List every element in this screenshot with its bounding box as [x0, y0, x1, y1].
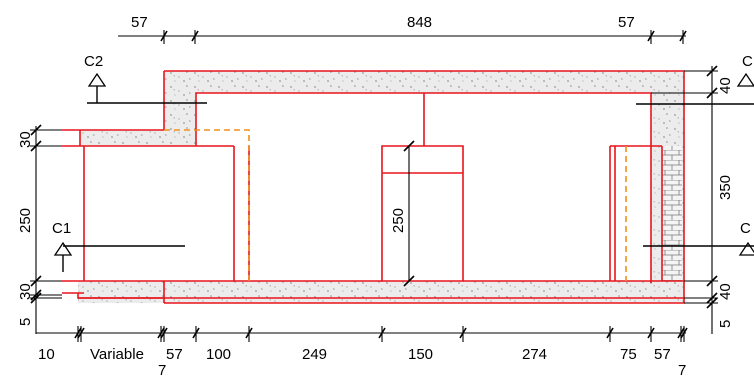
right-dimension-chain: 40 350 40 5 [651, 65, 734, 334]
dim-bottom-150: 150 [408, 346, 433, 363]
brick-infill [662, 146, 682, 281]
dim-right-350: 350 [717, 175, 734, 200]
dim-left-250: 250 [17, 208, 34, 233]
dim-bottom-57-right: 57 [654, 346, 671, 363]
section-marker-c1: C1 [52, 220, 185, 272]
dim-bottom-variable: Variable [90, 346, 144, 363]
top-dimension-chain: 57 848 57 [118, 14, 687, 44]
svg-text:C2: C2 [84, 53, 103, 70]
svg-text:C1: C1 [52, 220, 71, 237]
dim-bottom-249: 249 [302, 346, 327, 363]
dim-bottom-57-left: 57 [166, 346, 183, 363]
dim-top-57-right: 57 [618, 14, 635, 31]
dim-bottom-7-right: 7 [678, 362, 686, 376]
section-outlines [62, 70, 685, 304]
dim-right-5: 5 [717, 320, 734, 328]
dim-bottom-100: 100 [206, 346, 231, 363]
dim-bottom-75: 75 [620, 346, 637, 363]
dim-bottom-274: 274 [522, 346, 547, 363]
section-marker-c-top-right: C [636, 53, 754, 105]
concrete-walls [78, 71, 684, 303]
dim-bottom-7-left: 7 [158, 362, 166, 376]
svg-text:C: C [740, 220, 751, 237]
dim-bottom-10: 10 [38, 346, 55, 363]
dim-left-30-top: 30 [17, 131, 34, 148]
center-dimension: 250 [390, 140, 415, 287]
svg-text:C: C [742, 53, 753, 70]
dim-left-5: 5 [17, 318, 34, 326]
left-dimension-chain: 30 250 30 5 [17, 124, 62, 334]
dim-top-848: 848 [407, 14, 432, 31]
hidden-lines [164, 129, 627, 281]
dim-right-40-bottom: 40 [717, 283, 734, 300]
dim-left-30-bottom: 30 [17, 283, 34, 300]
dim-right-40-top: 40 [717, 77, 734, 94]
bottom-dimension-chain: 10 Variable 57 7 100 249 150 274 75 57 7 [36, 326, 688, 376]
section-marker-c-right: C [643, 220, 754, 256]
dim-center-250: 250 [390, 208, 407, 233]
section-marker-c2: C2 [84, 53, 207, 104]
dim-top-57-left: 57 [131, 14, 148, 31]
